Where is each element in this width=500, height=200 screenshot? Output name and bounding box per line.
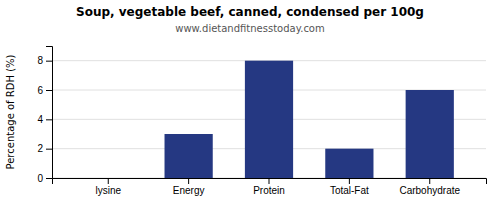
y-tick-label: 4 [37, 114, 43, 125]
y-tick-label: 2 [37, 143, 43, 154]
x-tick-mark [429, 178, 430, 184]
y-axis-line [46, 47, 53, 179]
x-tick: lysine [95, 178, 121, 196]
y-tick-mark [46, 178, 52, 179]
bar [84, 178, 132, 179]
y-axis-label: Percentage of RDH (%) [5, 54, 16, 169]
x-tick-mark [269, 178, 270, 184]
y-tick: 4 [37, 114, 52, 125]
y-tick-mark [46, 90, 52, 91]
title: Soup, vegetable beef, canned, condensed … [76, 5, 424, 19]
bar [245, 61, 293, 178]
subtitle: www.dietandfitnesstoday.com [175, 23, 324, 34]
x-tick: Protein [253, 178, 285, 196]
x-tick-mark [349, 178, 350, 184]
grid [52, 61, 486, 178]
x-tick-label: Total-Fat [330, 185, 369, 196]
y-tick-label: 6 [37, 85, 43, 96]
x-tick-label: Protein [253, 185, 285, 196]
y-tick: 2 [37, 143, 52, 154]
x-tick-label: Energy [173, 185, 205, 196]
y-tick-mark [46, 119, 52, 120]
x-tick-mark [108, 178, 109, 184]
y-tick: 8 [37, 55, 52, 66]
plot: lysine Energy Protein Total-Fat Carbohydrate… [37, 47, 486, 197]
y-tick-mark [46, 61, 52, 62]
x-tick-label: Carbohydrate [399, 185, 460, 196]
x-tick: Total-Fat [330, 178, 369, 196]
x-tick-label: lysine [95, 185, 121, 196]
x-axis: lysine Energy Protein Total-Fat Carbohydrate [53, 178, 487, 196]
y-axis: 0 2 4 6 8 [37, 47, 52, 184]
y-tick: 0 [37, 173, 52, 184]
bars [165, 61, 454, 178]
y-tick-mark [46, 149, 52, 150]
bar [406, 90, 454, 178]
y-tick-label: 8 [37, 55, 43, 66]
y-tick-label: 0 [37, 173, 43, 184]
x-tick: Energy [173, 178, 205, 196]
bar [325, 149, 373, 178]
chart: Soup, vegetable beef, canned, condensed … [0, 0, 500, 200]
bar [165, 134, 213, 178]
y-tick: 6 [37, 85, 52, 96]
x-tick-mark [188, 178, 189, 184]
x-tick: Carbohydrate [399, 178, 460, 196]
x-axis-line [53, 179, 487, 185]
